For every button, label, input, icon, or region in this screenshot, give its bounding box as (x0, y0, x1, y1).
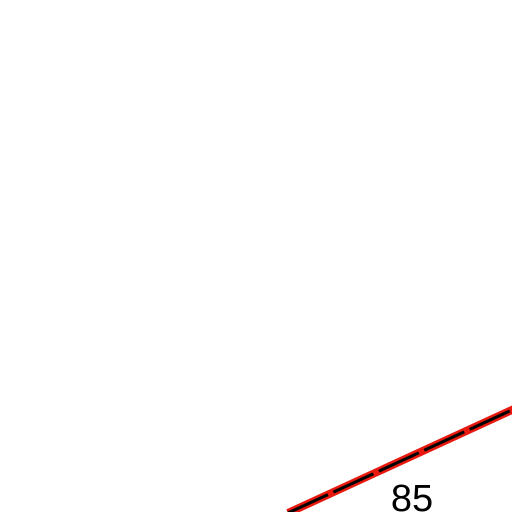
road (286, 405, 512, 512)
road-dashes (287, 408, 512, 512)
road-label: 85 (391, 478, 433, 512)
